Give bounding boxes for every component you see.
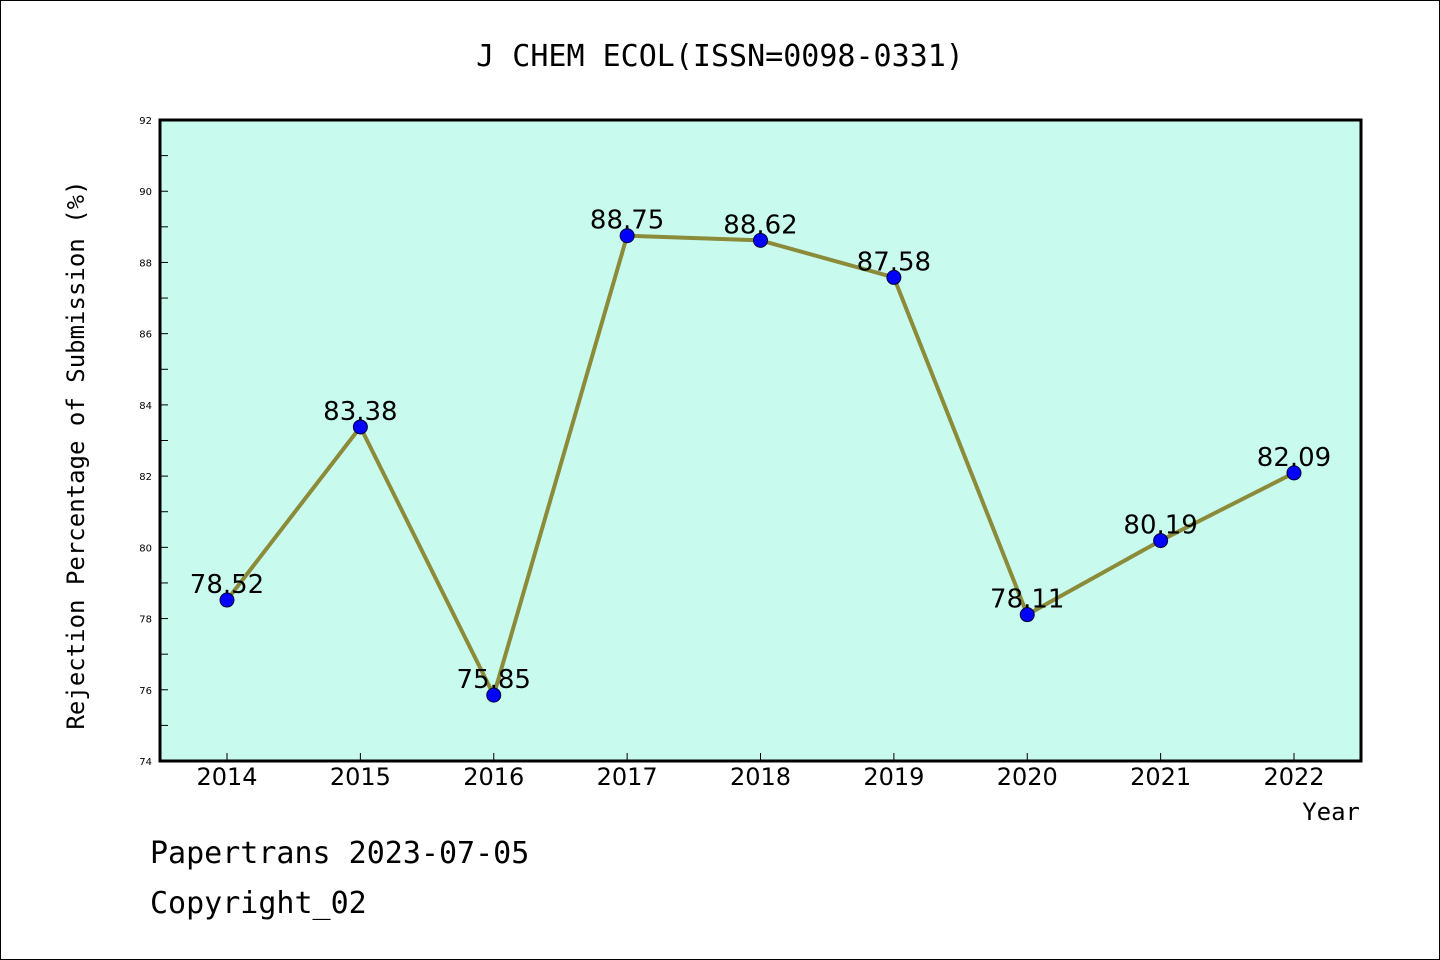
data-point	[352, 419, 368, 435]
y-tick-label: 92	[139, 116, 152, 127]
y-tick-label: 88	[139, 258, 152, 269]
x-tick-label: 2021	[1130, 763, 1191, 791]
y-tick-label: 78	[139, 615, 152, 626]
data-point	[1286, 465, 1302, 481]
data-label: 88.62	[723, 210, 797, 240]
x-tick-label: 2022	[1263, 763, 1324, 791]
data-point	[619, 228, 635, 244]
footer-copyright: Copyright_02	[150, 886, 367, 921]
x-axis-tick-labels: 2014 2015 2016 2017 2018 2019 2020 2021 2022	[196, 763, 1324, 791]
data-point	[219, 592, 235, 608]
x-tick-label: 2017	[597, 763, 658, 791]
data-label: 78.52	[190, 570, 264, 600]
x-tick-label: 2016	[463, 763, 524, 791]
data-label: 80.19	[1123, 511, 1197, 541]
footer-date: Papertrans 2023-07-05	[150, 836, 530, 871]
x-tick-label: 2019	[863, 763, 924, 791]
y-tick-label: 90	[139, 187, 152, 198]
x-tick-label: 2018	[730, 763, 791, 791]
y-tick-label: 74	[139, 757, 152, 768]
data-point	[886, 269, 902, 285]
data-label: 78.11	[990, 585, 1064, 615]
data-point	[1153, 533, 1169, 549]
chart-title: J CHEM ECOL(ISSN=0098-0331)	[476, 39, 964, 74]
y-axis-ticks	[160, 119, 168, 762]
x-tick-label: 2020	[997, 763, 1058, 791]
data-label: 88.75	[590, 206, 664, 236]
data-label: 82.09	[1257, 443, 1331, 473]
data-labels: 78.52 83.38 75.85 88.75 88.62 87.58 78.11 80.19…	[190, 206, 1331, 695]
x-tick-label: 2014	[196, 763, 257, 791]
y-axis-label: Rejection Percentage of Submission (%)	[62, 180, 90, 729]
data-label: 87.58	[857, 247, 931, 277]
data-point	[486, 687, 502, 703]
x-tick-label: 2015	[330, 763, 391, 791]
data-label: 83.38	[323, 397, 397, 427]
data-markers	[219, 228, 1302, 703]
data-point	[1019, 607, 1035, 623]
y-axis-tick-labels: 74 76 78 80 82 84 86 88 90 92	[139, 116, 152, 768]
x-axis-label: Year	[1302, 798, 1360, 826]
y-tick-label: 76	[139, 686, 152, 697]
y-tick-label: 82	[139, 472, 152, 483]
data-label: 75.85	[457, 665, 531, 695]
plot-area	[158, 118, 1363, 763]
y-tick-label: 80	[139, 543, 152, 554]
y-tick-label: 84	[139, 401, 152, 412]
x-axis-ticks	[226, 753, 1295, 761]
data-point	[753, 232, 768, 248]
y-tick-label: 86	[139, 330, 152, 341]
